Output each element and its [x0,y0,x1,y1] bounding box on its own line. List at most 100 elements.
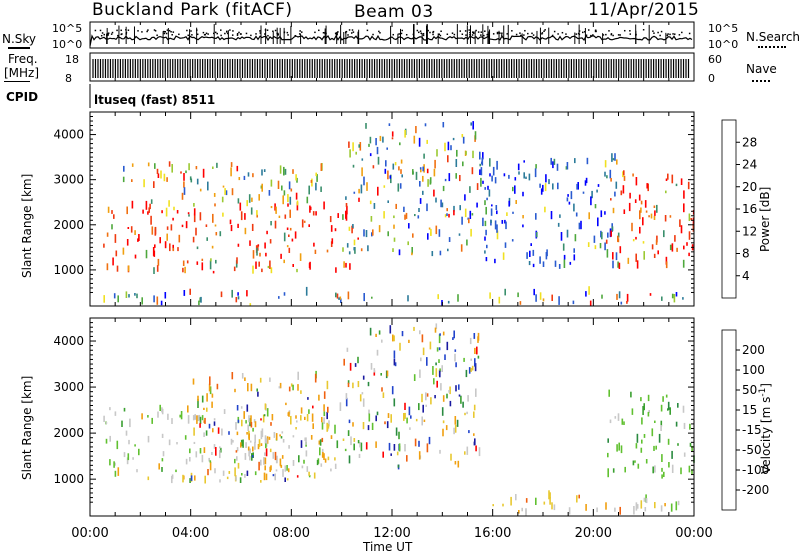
power-data-cell [370,216,373,222]
velocity-data-cell [180,411,183,420]
nsearch-series-point [203,34,206,36]
power-data-cell [448,237,451,242]
velocity-data-cell [279,434,281,437]
velocity-data-cell [454,424,457,433]
velocity-data-cell [215,447,217,456]
power-data-cell [214,203,216,207]
nsearch-series-point [678,34,681,36]
power-data-cell [512,186,514,192]
velocity-data-cell [549,492,551,499]
power-data-cell [539,292,542,300]
velocity-data-cell [211,393,214,398]
velocity-data-cell [478,447,481,457]
power-data-cell [212,213,214,223]
velocity-data-cell [330,468,332,472]
velocity-data-cell [316,459,319,466]
power-data-cell [650,213,653,219]
velocity-data-cell [234,458,236,464]
velocity-data-cell [138,448,140,456]
velocity-data-cell [410,415,412,419]
velocity-data-cell [272,452,275,459]
power-data-cell [680,225,683,234]
power-data-cell [244,227,247,235]
velocity-data-cell [274,473,276,481]
velocity-data-cell [141,413,143,420]
nsearch-series-point [496,31,499,34]
velocity-data-cell [260,443,263,446]
velocity-data-cell [261,428,264,438]
velocity-data-cell [247,383,249,392]
velocity-data-cell [406,417,408,424]
power-data-cell [288,247,291,253]
power-data-cell [488,189,491,197]
power-data-cell [130,226,133,233]
nsearch-series-point [266,29,269,31]
power-data-cell [282,195,284,205]
nsearch-series-point [186,29,188,32]
power-data-cell [623,175,626,181]
power-data-cell [615,252,618,261]
power-data-cell [181,192,184,200]
power-data-cell [106,232,109,237]
power-data-cell [604,211,606,215]
power-data-cell [358,144,360,148]
nsearch-series-point [240,33,242,35]
power-data-cell [161,210,163,214]
nsearch-series-point [350,32,353,34]
power-data-cell [446,208,448,212]
velocity-data-cell [420,357,422,362]
power-data-cell [206,237,208,241]
velocity-data-cell [474,358,476,367]
power-data-cell [334,228,337,232]
velocity-data-cell [353,443,355,451]
power-data-cell [231,289,233,298]
velocity-data-cell [192,378,195,385]
power-data-cell [489,173,491,177]
power-data-cell [607,232,609,238]
velocity-data-cell [473,411,475,418]
power-data-cell [535,213,537,220]
power-data-cell [351,225,353,234]
velocity-data-cell [285,402,287,406]
velocity-data-cell [240,442,242,448]
power-data-cell [330,241,333,247]
nsearch-series-point [440,30,442,33]
power-data-cell [345,262,347,268]
power-data-cell [642,217,644,226]
power-data-cell [265,252,267,257]
nsearch-series-point [595,30,597,33]
power-data-cell [447,248,449,252]
velocity-data-cell [241,473,243,476]
velocity-data-cell [418,440,420,447]
power-data-cell [172,217,174,221]
power-data-cell [623,209,626,214]
power-data-cell [283,232,286,242]
power-data-cell [360,184,363,194]
power-data-cell [202,168,205,178]
velocity-data-cell [339,402,342,411]
nsearch-series-point [120,29,122,32]
velocity-data-cell [642,406,644,415]
velocity-data-cell [263,457,265,465]
velocity-data-cell [455,385,457,392]
power-data-cell [231,188,234,196]
power-data-cell [193,203,195,207]
velocity-data-cell [326,422,328,432]
velocity-data-cell [216,383,219,390]
velocity-data-cell [359,394,362,402]
velocity-data-cell [454,416,457,425]
power-data-cell [646,183,648,189]
velocity-y-tick-label: 3000 [53,380,84,394]
power-data-cell [665,178,668,181]
velocity-data-cell [228,431,230,435]
power-data-cell [465,151,467,155]
power-data-cell [343,261,345,268]
power-data-cell [404,214,406,220]
power-data-cell [212,166,214,169]
x-axis-title: Time UT [363,540,413,554]
power-data-cell [469,186,471,193]
velocity-data-cell [395,427,398,436]
power-data-cell [230,167,232,177]
power-data-cell [418,137,421,147]
nsearch-series-point [619,34,621,36]
